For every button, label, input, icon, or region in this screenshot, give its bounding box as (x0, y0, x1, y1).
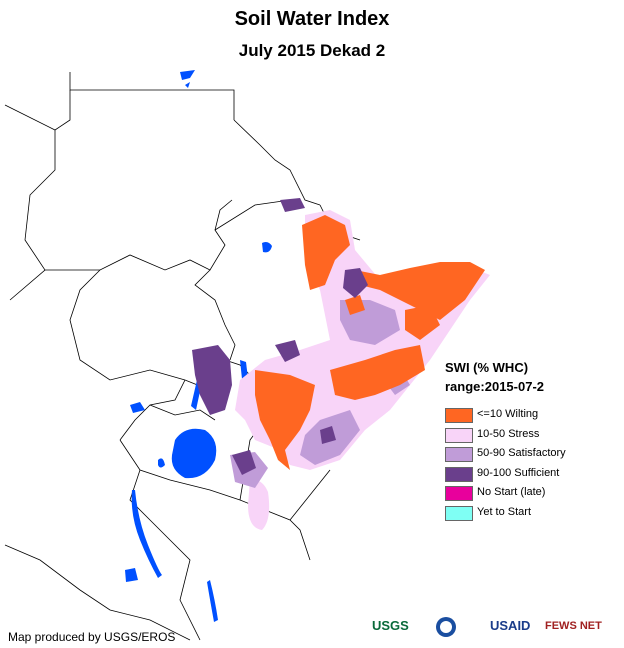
legend-range: range:2015-07-2 (445, 379, 544, 394)
legend-label: 50-90 Satisfactory (477, 447, 566, 460)
map-credit: Map produced by USGS/EROS (8, 630, 176, 644)
legend-swatch (445, 408, 473, 423)
lake-tana (262, 242, 272, 253)
noaa-logo (435, 616, 457, 640)
lake-malawi (207, 580, 218, 622)
swi-wilting-zone (255, 215, 485, 470)
usgs-logo: USGS (372, 618, 409, 633)
legend-swatch (445, 447, 473, 463)
legend-label: No Start (late) (477, 486, 546, 499)
usaid-logo: USAID (490, 618, 531, 633)
legend-swatch (445, 486, 473, 502)
legend-label: <=10 Wilting (477, 408, 539, 420)
legend-swatch (445, 466, 473, 482)
fews-net-logo: FEWS NET (545, 620, 602, 632)
lake-victoria (171, 428, 217, 479)
legend-swatch (445, 427, 473, 443)
legend: SWI (% WHC) range:2015-07-2 <=10 Wilting… (445, 360, 615, 521)
legend-label: Yet to Start (477, 506, 532, 518)
legend-label: 10-50 Stress (477, 427, 540, 440)
legend-swatch (445, 506, 473, 521)
legend-label: 90-100 Sufficient (477, 466, 560, 479)
lake-tanganyika (131, 490, 162, 578)
map-subtitle: July 2015 Dekad 2 (238, 41, 386, 60)
swi-sufficient-zone (192, 198, 368, 475)
water-bodies (125, 70, 272, 622)
legend-title: SWI (% WHC) (445, 360, 529, 375)
map-title: Soil Water Index (234, 8, 390, 30)
